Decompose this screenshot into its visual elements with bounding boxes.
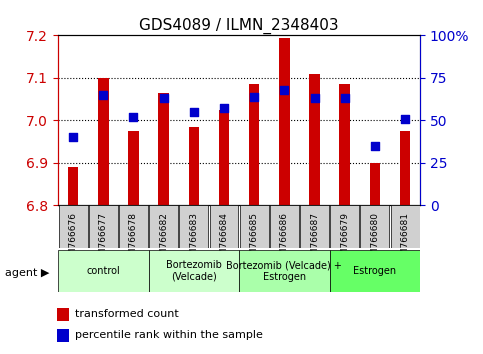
Text: GSM766683: GSM766683 bbox=[189, 212, 199, 267]
FancyBboxPatch shape bbox=[239, 250, 330, 292]
Text: GSM766681: GSM766681 bbox=[400, 212, 410, 267]
Bar bbox=[400, 131, 411, 205]
Bar bbox=[57, 308, 69, 321]
Bar bbox=[309, 74, 320, 205]
FancyBboxPatch shape bbox=[58, 205, 87, 248]
Text: GSM766687: GSM766687 bbox=[310, 212, 319, 267]
FancyBboxPatch shape bbox=[89, 205, 118, 248]
Text: GSM766680: GSM766680 bbox=[370, 212, 380, 267]
FancyBboxPatch shape bbox=[149, 250, 239, 292]
FancyBboxPatch shape bbox=[330, 250, 420, 292]
Point bbox=[129, 114, 137, 120]
Bar bbox=[279, 38, 290, 205]
FancyBboxPatch shape bbox=[360, 205, 389, 248]
Point bbox=[190, 109, 198, 115]
Point bbox=[69, 135, 77, 140]
Text: GSM766686: GSM766686 bbox=[280, 212, 289, 267]
Point bbox=[99, 92, 107, 98]
Point bbox=[341, 96, 349, 101]
FancyBboxPatch shape bbox=[270, 205, 299, 248]
Text: GSM766677: GSM766677 bbox=[99, 212, 108, 267]
Point bbox=[371, 143, 379, 149]
FancyBboxPatch shape bbox=[240, 205, 269, 248]
Bar bbox=[98, 78, 109, 205]
Text: GSM766679: GSM766679 bbox=[340, 212, 349, 267]
Point bbox=[250, 94, 258, 99]
Bar bbox=[68, 167, 78, 205]
Text: transformed count: transformed count bbox=[75, 309, 179, 319]
Bar bbox=[340, 84, 350, 205]
Bar bbox=[158, 93, 169, 205]
Text: Bortezomib (Velcade) +
Estrogen: Bortezomib (Velcade) + Estrogen bbox=[227, 260, 342, 282]
Text: Estrogen: Estrogen bbox=[354, 266, 397, 276]
FancyBboxPatch shape bbox=[149, 205, 178, 248]
Text: GSM766676: GSM766676 bbox=[69, 212, 78, 267]
Bar bbox=[57, 329, 69, 342]
Title: GDS4089 / ILMN_2348403: GDS4089 / ILMN_2348403 bbox=[139, 18, 339, 34]
Bar bbox=[219, 110, 229, 205]
Text: GSM766682: GSM766682 bbox=[159, 212, 168, 267]
FancyBboxPatch shape bbox=[119, 205, 148, 248]
FancyBboxPatch shape bbox=[179, 205, 208, 248]
Point bbox=[311, 96, 318, 101]
Text: Bortezomib
(Velcade): Bortezomib (Velcade) bbox=[166, 260, 222, 282]
FancyBboxPatch shape bbox=[300, 205, 329, 248]
Point bbox=[281, 87, 288, 93]
Text: control: control bbox=[86, 266, 120, 276]
Bar bbox=[128, 131, 139, 205]
Point bbox=[220, 105, 228, 111]
Text: percentile rank within the sample: percentile rank within the sample bbox=[75, 330, 263, 340]
Point bbox=[401, 116, 409, 121]
Bar bbox=[188, 127, 199, 205]
FancyBboxPatch shape bbox=[210, 205, 239, 248]
Text: GSM766678: GSM766678 bbox=[129, 212, 138, 267]
Point bbox=[160, 96, 168, 101]
FancyBboxPatch shape bbox=[58, 250, 149, 292]
FancyBboxPatch shape bbox=[330, 205, 359, 248]
Text: GSM766685: GSM766685 bbox=[250, 212, 259, 267]
Text: agent ▶: agent ▶ bbox=[5, 268, 49, 278]
Text: GSM766684: GSM766684 bbox=[219, 212, 228, 267]
FancyBboxPatch shape bbox=[391, 205, 420, 248]
Bar bbox=[249, 84, 259, 205]
Bar bbox=[369, 163, 380, 205]
